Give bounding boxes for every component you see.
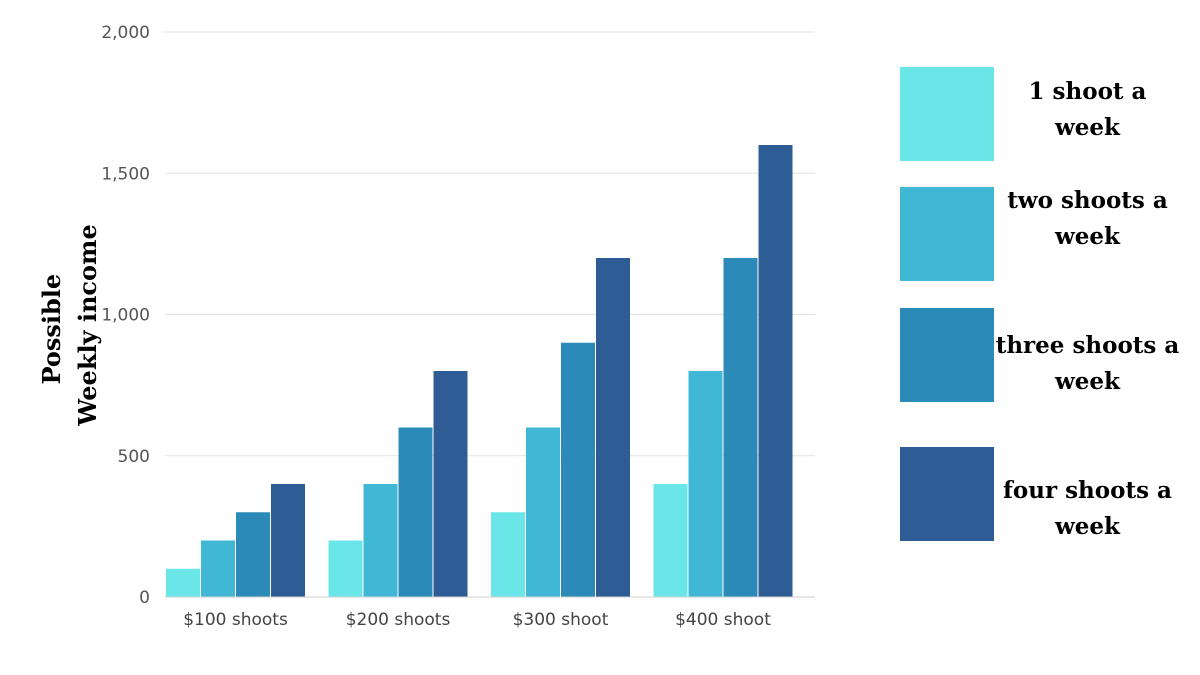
x-tick-label: $400 shoot [675, 610, 771, 630]
bar [328, 540, 363, 597]
x-tick-labels: $100 shoots $200 shoots $300 shoot $400 sho… [183, 610, 771, 630]
legend-label-2: two shoots a week [1007, 187, 1168, 250]
bar [723, 258, 758, 597]
y-tick-labels: 0 500 1,000 1,500 2,000 [101, 23, 150, 608]
bar [236, 512, 270, 597]
bar [363, 484, 398, 597]
y-tick-label: 2,000 [101, 23, 150, 43]
x-tick-label: $100 shoots [183, 610, 288, 630]
y-tick-label: 1,500 [101, 164, 150, 184]
bar [596, 258, 630, 597]
legend-label-3: three shoots a week [995, 332, 1180, 395]
bar [433, 371, 468, 597]
legend-label-4: four shoots a week [1003, 477, 1172, 540]
y-tick-label: 500 [118, 447, 150, 467]
bar [491, 512, 525, 597]
bar [561, 342, 595, 597]
bar [166, 568, 200, 597]
x-tick-label: $200 shoots [346, 610, 451, 630]
y-axis-label: Possible Weekly income [37, 224, 102, 426]
y-tick-label: 0 [139, 588, 150, 608]
y-axis-label-line-1: Possible [37, 274, 66, 385]
bar [758, 145, 793, 597]
y-tick-label: 1,000 [101, 306, 150, 326]
legend-label-1: 1 shoot a week [1028, 78, 1147, 141]
y-axis-label-line-2: Weekly income [73, 224, 102, 426]
bars [166, 145, 793, 597]
bar [271, 484, 305, 597]
x-tick-label: $300 shoot [513, 610, 609, 630]
legend-swatch-1 [900, 67, 994, 161]
bar [653, 484, 688, 597]
bar [398, 427, 433, 597]
bar [688, 371, 723, 597]
bar [526, 427, 560, 597]
legend-swatch-3 [900, 308, 994, 402]
legend-swatch-2 [900, 187, 994, 281]
bar [201, 540, 235, 597]
legend-swatch-4 [900, 447, 994, 541]
